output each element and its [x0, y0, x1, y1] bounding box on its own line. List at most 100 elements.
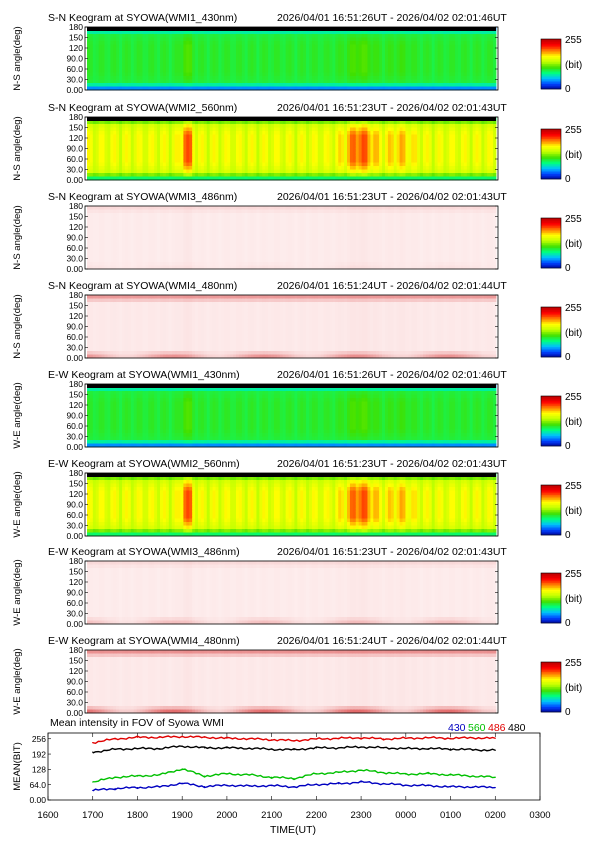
keogram-cell — [347, 169, 351, 174]
keogram-cell — [189, 173, 193, 177]
keogram-cell — [443, 166, 447, 170]
keogram-cell — [484, 51, 488, 56]
keogram-cell — [338, 134, 342, 139]
keogram-cell — [189, 166, 193, 170]
keogram-cell — [212, 169, 216, 174]
keogram-cell — [387, 152, 392, 156]
keogram-cell — [186, 166, 190, 170]
keogram-cell — [370, 138, 374, 142]
keogram-cell — [259, 152, 263, 156]
keogram-cell — [215, 30, 219, 35]
keogram-cell — [122, 62, 126, 66]
keogram-cell — [349, 162, 354, 167]
keogram-cell — [288, 72, 292, 77]
keogram-cell — [379, 124, 383, 128]
keogram-cell — [481, 44, 485, 49]
keogram-cell — [306, 86, 310, 91]
keogram-cell — [297, 58, 301, 63]
keogram-cell — [168, 120, 173, 125]
keogram-panel-2: S-N Keogram at SYOWA(WMI2_560nm) 2026/04/… — [12, 102, 582, 185]
keogram-cell — [256, 48, 260, 52]
keogram-cell — [227, 145, 231, 149]
keogram-cell — [253, 51, 257, 56]
keogram-cell — [157, 134, 161, 139]
keogram-cell — [268, 72, 272, 77]
keogram-cell — [338, 138, 342, 142]
keogram-cell — [314, 173, 319, 177]
keogram-cell — [364, 37, 368, 42]
keogram-cell — [192, 173, 196, 177]
keogram-cell — [405, 34, 409, 38]
keogram-cell — [422, 79, 427, 84]
keogram-cell — [157, 34, 161, 38]
keogram-cell — [437, 145, 441, 149]
keogram-cell — [224, 48, 228, 52]
keogram-cell — [265, 159, 269, 163]
keogram-cell — [320, 34, 325, 38]
keogram-cell — [428, 48, 433, 52]
keogram-cell — [332, 86, 336, 91]
keogram-cell — [104, 76, 108, 80]
keogram-cell — [186, 138, 190, 142]
keogram-cell — [428, 65, 433, 70]
keogram-cell — [396, 30, 400, 35]
keogram-cell — [320, 44, 325, 49]
keogram-cell — [218, 86, 222, 91]
keogram-cell — [122, 152, 126, 156]
keogram-cell — [116, 131, 120, 135]
keogram-cell — [344, 127, 348, 132]
keogram-cell — [373, 79, 377, 84]
keogram-cell — [326, 41, 330, 45]
keogram-cell — [165, 176, 170, 181]
keogram-cell — [422, 162, 427, 167]
keogram-cell — [250, 120, 254, 125]
keogram-cell — [314, 55, 319, 59]
keogram-cell — [431, 69, 436, 73]
keogram-cell — [422, 134, 427, 139]
keogram-cell — [136, 65, 140, 70]
keogram-cell — [104, 48, 108, 52]
keogram-cell — [224, 58, 228, 63]
keogram-cell — [183, 76, 187, 80]
keogram-cell — [130, 159, 135, 163]
keogram-cell — [443, 65, 447, 70]
keogram-cell — [411, 83, 415, 87]
keogram-cell — [300, 159, 304, 163]
keogram-cell — [244, 138, 249, 142]
keogram-cell — [162, 58, 167, 63]
keogram-cell — [288, 131, 292, 135]
keogram-cell — [437, 55, 441, 59]
keogram-cell — [262, 169, 266, 174]
keogram-cell — [422, 51, 427, 56]
keogram-cell — [443, 159, 447, 163]
keogram-cell — [253, 120, 257, 125]
keogram-cell — [344, 83, 348, 87]
keogram-cell — [285, 83, 289, 87]
keogram-cell — [87, 145, 91, 149]
keogram-cell — [411, 176, 415, 181]
keogram-cell — [192, 176, 196, 181]
keogram-cell — [349, 76, 354, 80]
keogram-cell — [396, 69, 400, 73]
keogram-cell — [177, 159, 181, 163]
keogram-cell — [428, 134, 433, 139]
keogram-cell — [89, 48, 94, 52]
keogram-cell — [154, 44, 158, 49]
keogram-cell — [183, 145, 187, 149]
keogram-cell — [104, 152, 108, 156]
keogram-cell — [101, 159, 105, 163]
keogram-cell — [89, 155, 94, 160]
keogram-cell — [241, 34, 246, 38]
keogram-cell — [396, 72, 400, 77]
keogram-cell — [449, 65, 453, 70]
keogram-cell — [241, 159, 246, 163]
keogram-cell — [294, 155, 298, 160]
keogram-cell — [484, 69, 488, 73]
keogram-cell — [303, 162, 307, 167]
keogram-cell — [481, 79, 485, 84]
keogram-cell — [364, 134, 368, 139]
keogram-cell — [405, 145, 409, 149]
keogram-cell — [224, 148, 228, 153]
keogram-cell — [119, 166, 123, 170]
keogram-cell — [431, 141, 436, 146]
